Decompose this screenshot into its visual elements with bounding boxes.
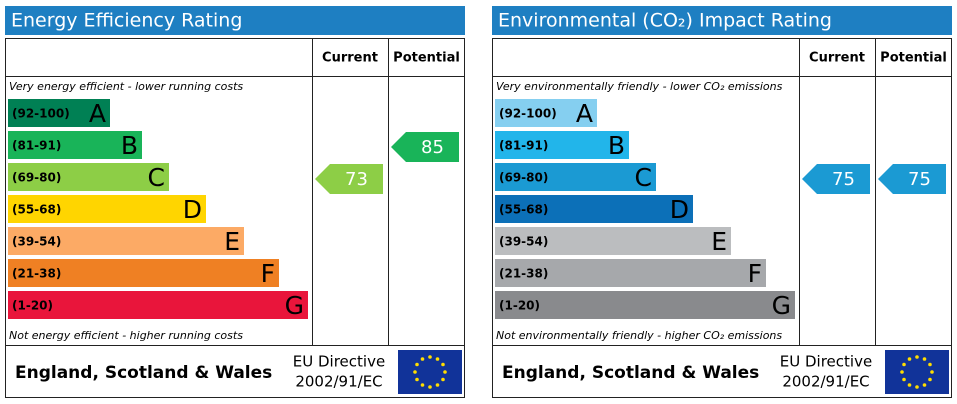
band-letter: F (261, 259, 275, 288)
band-range: (39-54) (12, 235, 61, 249)
band-letter: E (224, 227, 240, 256)
rating-arrow (391, 132, 459, 162)
footer-directive: 2002/91/EC (782, 373, 869, 391)
bottom-note: Not energy efficient - higher running co… (9, 329, 243, 342)
flag-star (441, 362, 445, 367)
panel-title: Energy Efficiency Rating (11, 10, 242, 32)
flag-star (435, 383, 440, 387)
rating-band (8, 195, 206, 223)
band-range: (69-80) (12, 171, 61, 185)
rating-band (495, 163, 656, 191)
table-frame (492, 38, 952, 398)
flag-star (907, 357, 912, 361)
rating-band (495, 99, 597, 127)
band-letter: D (670, 195, 689, 224)
table-frame (5, 38, 465, 398)
rating-value: 75 (832, 169, 855, 190)
rating-value: 85 (421, 137, 444, 158)
band-range: (39-54) (499, 235, 548, 249)
footer-directive: 2002/91/EC (295, 373, 382, 391)
flag-star (428, 355, 432, 359)
band-range: (55-68) (499, 203, 548, 217)
flag-star (915, 385, 919, 389)
rating-band (495, 259, 766, 287)
rating-arrow (878, 164, 946, 194)
flag-star (441, 377, 445, 382)
rating-value: 75 (908, 169, 931, 190)
column-header: Current (809, 51, 865, 66)
band-letter: F (748, 259, 762, 288)
flag-star (902, 362, 906, 367)
band-letter: G (285, 291, 304, 320)
rating-band (8, 227, 244, 255)
column-header: Current (322, 51, 378, 66)
rating-band (8, 163, 169, 191)
band-range: (81-91) (499, 139, 548, 153)
flag-star (902, 377, 906, 382)
band-letter: G (772, 291, 791, 320)
column-header: Potential (393, 51, 460, 66)
flag-star (900, 370, 904, 374)
flag-star (930, 370, 934, 374)
band-range: (81-91) (12, 139, 61, 153)
top-note: Very energy efficient - lower running co… (9, 80, 243, 93)
top-note: Very environmentally friendly - lower CO… (496, 80, 783, 93)
footer-directive: EU Directive (293, 353, 385, 371)
flag-star (443, 370, 447, 374)
rating-band (8, 131, 142, 159)
rating-band (8, 259, 279, 287)
band-letter: B (121, 131, 138, 160)
flag-star (915, 355, 919, 359)
rating-band (8, 291, 308, 319)
flag-star (420, 383, 425, 387)
flag-star (928, 362, 932, 367)
column-header: Potential (880, 51, 947, 66)
band-letter: E (711, 227, 727, 256)
footer-region: England, Scotland & Wales (502, 363, 759, 383)
flag-star (928, 377, 932, 382)
band-range: (1-20) (499, 299, 540, 313)
panel-title: Environmental (CO₂) Impact Rating (498, 10, 832, 32)
flag-star (415, 362, 419, 367)
band-range: (1-20) (12, 299, 53, 313)
band-letter: C (148, 163, 165, 192)
flag-star (435, 357, 440, 361)
band-letter: D (183, 195, 202, 224)
rating-value: 73 (345, 169, 368, 190)
rating-band (495, 131, 629, 159)
flag-star (413, 370, 417, 374)
band-letter: B (608, 131, 625, 160)
title-bar (492, 6, 952, 35)
flag-star (907, 383, 912, 387)
rating-band (8, 99, 110, 127)
band-letter: C (635, 163, 652, 192)
title-bar (5, 6, 465, 35)
flag-star (415, 377, 419, 382)
flag-star (922, 383, 927, 387)
bottom-note: Not environmentally friendly - higher CO… (496, 329, 782, 342)
footer-region: England, Scotland & Wales (15, 363, 272, 383)
rating-band (495, 195, 693, 223)
flag-star (428, 385, 432, 389)
rating-arrow (802, 164, 870, 194)
flag-star (420, 357, 425, 361)
rating-band (495, 291, 795, 319)
band-range: (21-38) (12, 267, 61, 281)
band-letter: A (576, 99, 593, 128)
footer-directive: EU Directive (780, 353, 872, 371)
band-range: (55-68) (12, 203, 61, 217)
rating-band (495, 227, 731, 255)
band-range: (21-38) (499, 267, 548, 281)
band-range: (92-100) (499, 107, 557, 121)
band-range: (92-100) (12, 107, 70, 121)
band-letter: A (89, 99, 106, 128)
band-range: (69-80) (499, 171, 548, 185)
rating-arrow (315, 164, 383, 194)
flag-star (922, 357, 927, 361)
